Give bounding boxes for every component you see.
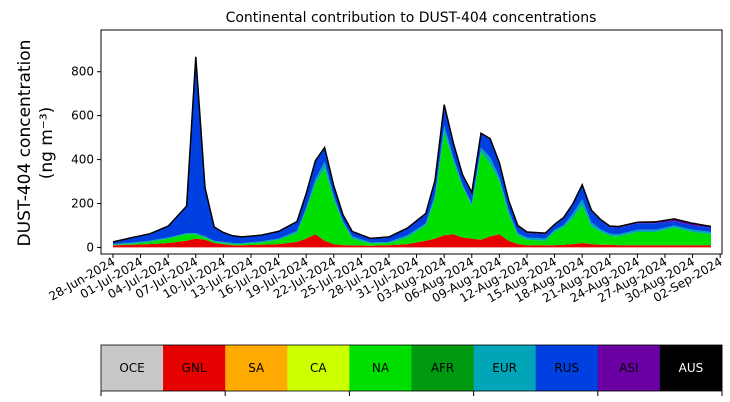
colorbar-swatch-na xyxy=(349,345,412,391)
total-line xyxy=(112,56,712,243)
x-axis: 28-Jun-202401-Jul-202404-Jul-202407-Jul-… xyxy=(46,254,725,305)
colorbar-label-asi: ASI xyxy=(619,361,638,375)
y-tick-label-0: 0 xyxy=(86,240,94,254)
colorbar-swatch-ca xyxy=(287,345,350,391)
y-axis: 0 200 400 600 800 xyxy=(71,65,101,254)
y-axis-label: DUST-404 concentration (ng m⁻³) xyxy=(15,40,57,247)
area-series-rus xyxy=(113,57,711,245)
colorbar-swatch-rus xyxy=(535,345,599,391)
y-tick-label-400: 400 xyxy=(71,153,94,167)
colorbar-swatch-afr xyxy=(411,345,475,391)
chart-title: Continental contribution to DUST-404 con… xyxy=(226,10,597,26)
plot-frame xyxy=(100,29,723,255)
plot-area xyxy=(112,56,712,248)
colorbar-swatch-sa xyxy=(225,345,288,391)
y-tick-label-800: 800 xyxy=(71,65,94,79)
colorbar-label-rus: RUS xyxy=(554,361,579,375)
y-tick-label-200: 200 xyxy=(71,196,94,210)
colorbar-label-na: NA xyxy=(372,361,390,375)
colorbar-swatch-oce xyxy=(101,345,164,391)
area-series-na xyxy=(113,132,711,246)
y-axis-label-line2: (ng m⁻³) xyxy=(37,107,57,180)
colorbar-label-ca: CA xyxy=(310,361,327,375)
colorbar-label-gnl: GNL xyxy=(182,361,207,375)
colorbar-legend: OCE GNL SA CA NA AFR EUR RUS ASI AUS xyxy=(100,344,723,396)
colorbar-swatch-aus xyxy=(659,345,723,391)
colorbar-label-eur: EUR xyxy=(492,361,517,375)
colorbar-swatch-gnl xyxy=(163,345,226,391)
colorbar-frame xyxy=(100,344,723,392)
colorbar-label-aus: AUS xyxy=(679,361,704,375)
area-series-gnl xyxy=(113,234,711,248)
colorbar-label-afr: AFR xyxy=(431,361,454,375)
colorbar-label-sa: SA xyxy=(248,361,265,375)
y-axis-label-line1: DUST-404 concentration xyxy=(15,40,35,247)
y-tick-label-600: 600 xyxy=(71,109,94,123)
colorbar-swatch-asi xyxy=(597,345,661,391)
colorbar-label-oce: OCE xyxy=(119,361,144,375)
colorbar-swatch-eur xyxy=(473,345,537,391)
